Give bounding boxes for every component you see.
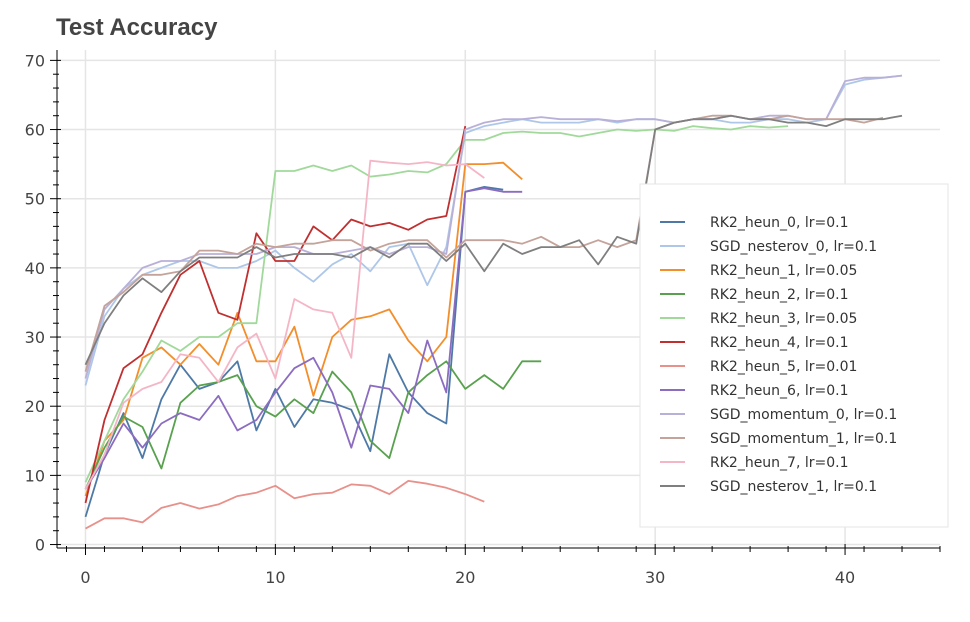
legend-entry: RK2_heun_7, lr=0.1 [710,455,849,471]
series-line [84,161,523,497]
legend-entry: RK2_heun_6, lr=0.1 [710,383,849,399]
x-tick-label: 0 [80,568,90,587]
legend-entry: RK2_heun_0, lr=0.1 [710,215,849,231]
legend-entry: RK2_heun_3, lr=0.05 [710,311,857,327]
series-line [84,114,903,366]
y-tick-label: 0 [35,536,45,555]
legend-box [639,183,949,528]
y-tick-label: 70 [25,51,45,70]
legend-entry: RK2_heun_2, lr=0.1 [710,287,849,303]
series-line [84,185,504,518]
x-tick-label: 10 [265,568,285,587]
chart-title: Test Accuracy [56,14,218,41]
y-tick-label: 30 [25,328,45,347]
y-tick-label: 60 [25,121,45,140]
legend-entry: RK2_heun_4, lr=0.1 [710,335,849,351]
legend-entry: SGD_nesterov_0, lr=0.1 [710,239,877,255]
legend-entry: SGD_nesterov_1, lr=0.1 [710,479,877,495]
series-line [84,159,485,490]
legend-entry: RK2_heun_1, lr=0.05 [710,263,857,279]
x-tick-label: 30 [645,568,665,587]
series-line [84,125,789,483]
series-line [84,187,523,490]
series-line [85,479,485,530]
legend-entry: SGD_momentum_0, lr=0.1 [710,407,897,423]
y-tick-label: 10 [25,466,45,485]
y-tick-label: 20 [25,397,45,416]
y-tick-label: 50 [25,190,45,209]
legend-entry: SGD_momentum_1, lr=0.1 [710,431,897,447]
series-line [84,125,467,504]
legend-entry: RK2_heun_5, lr=0.01 [710,359,857,375]
x-tick-label: 20 [455,568,475,587]
series-line [84,74,903,379]
series-line [84,360,542,490]
y-tick-label: 40 [25,259,45,278]
x-tick-label: 40 [835,568,855,587]
